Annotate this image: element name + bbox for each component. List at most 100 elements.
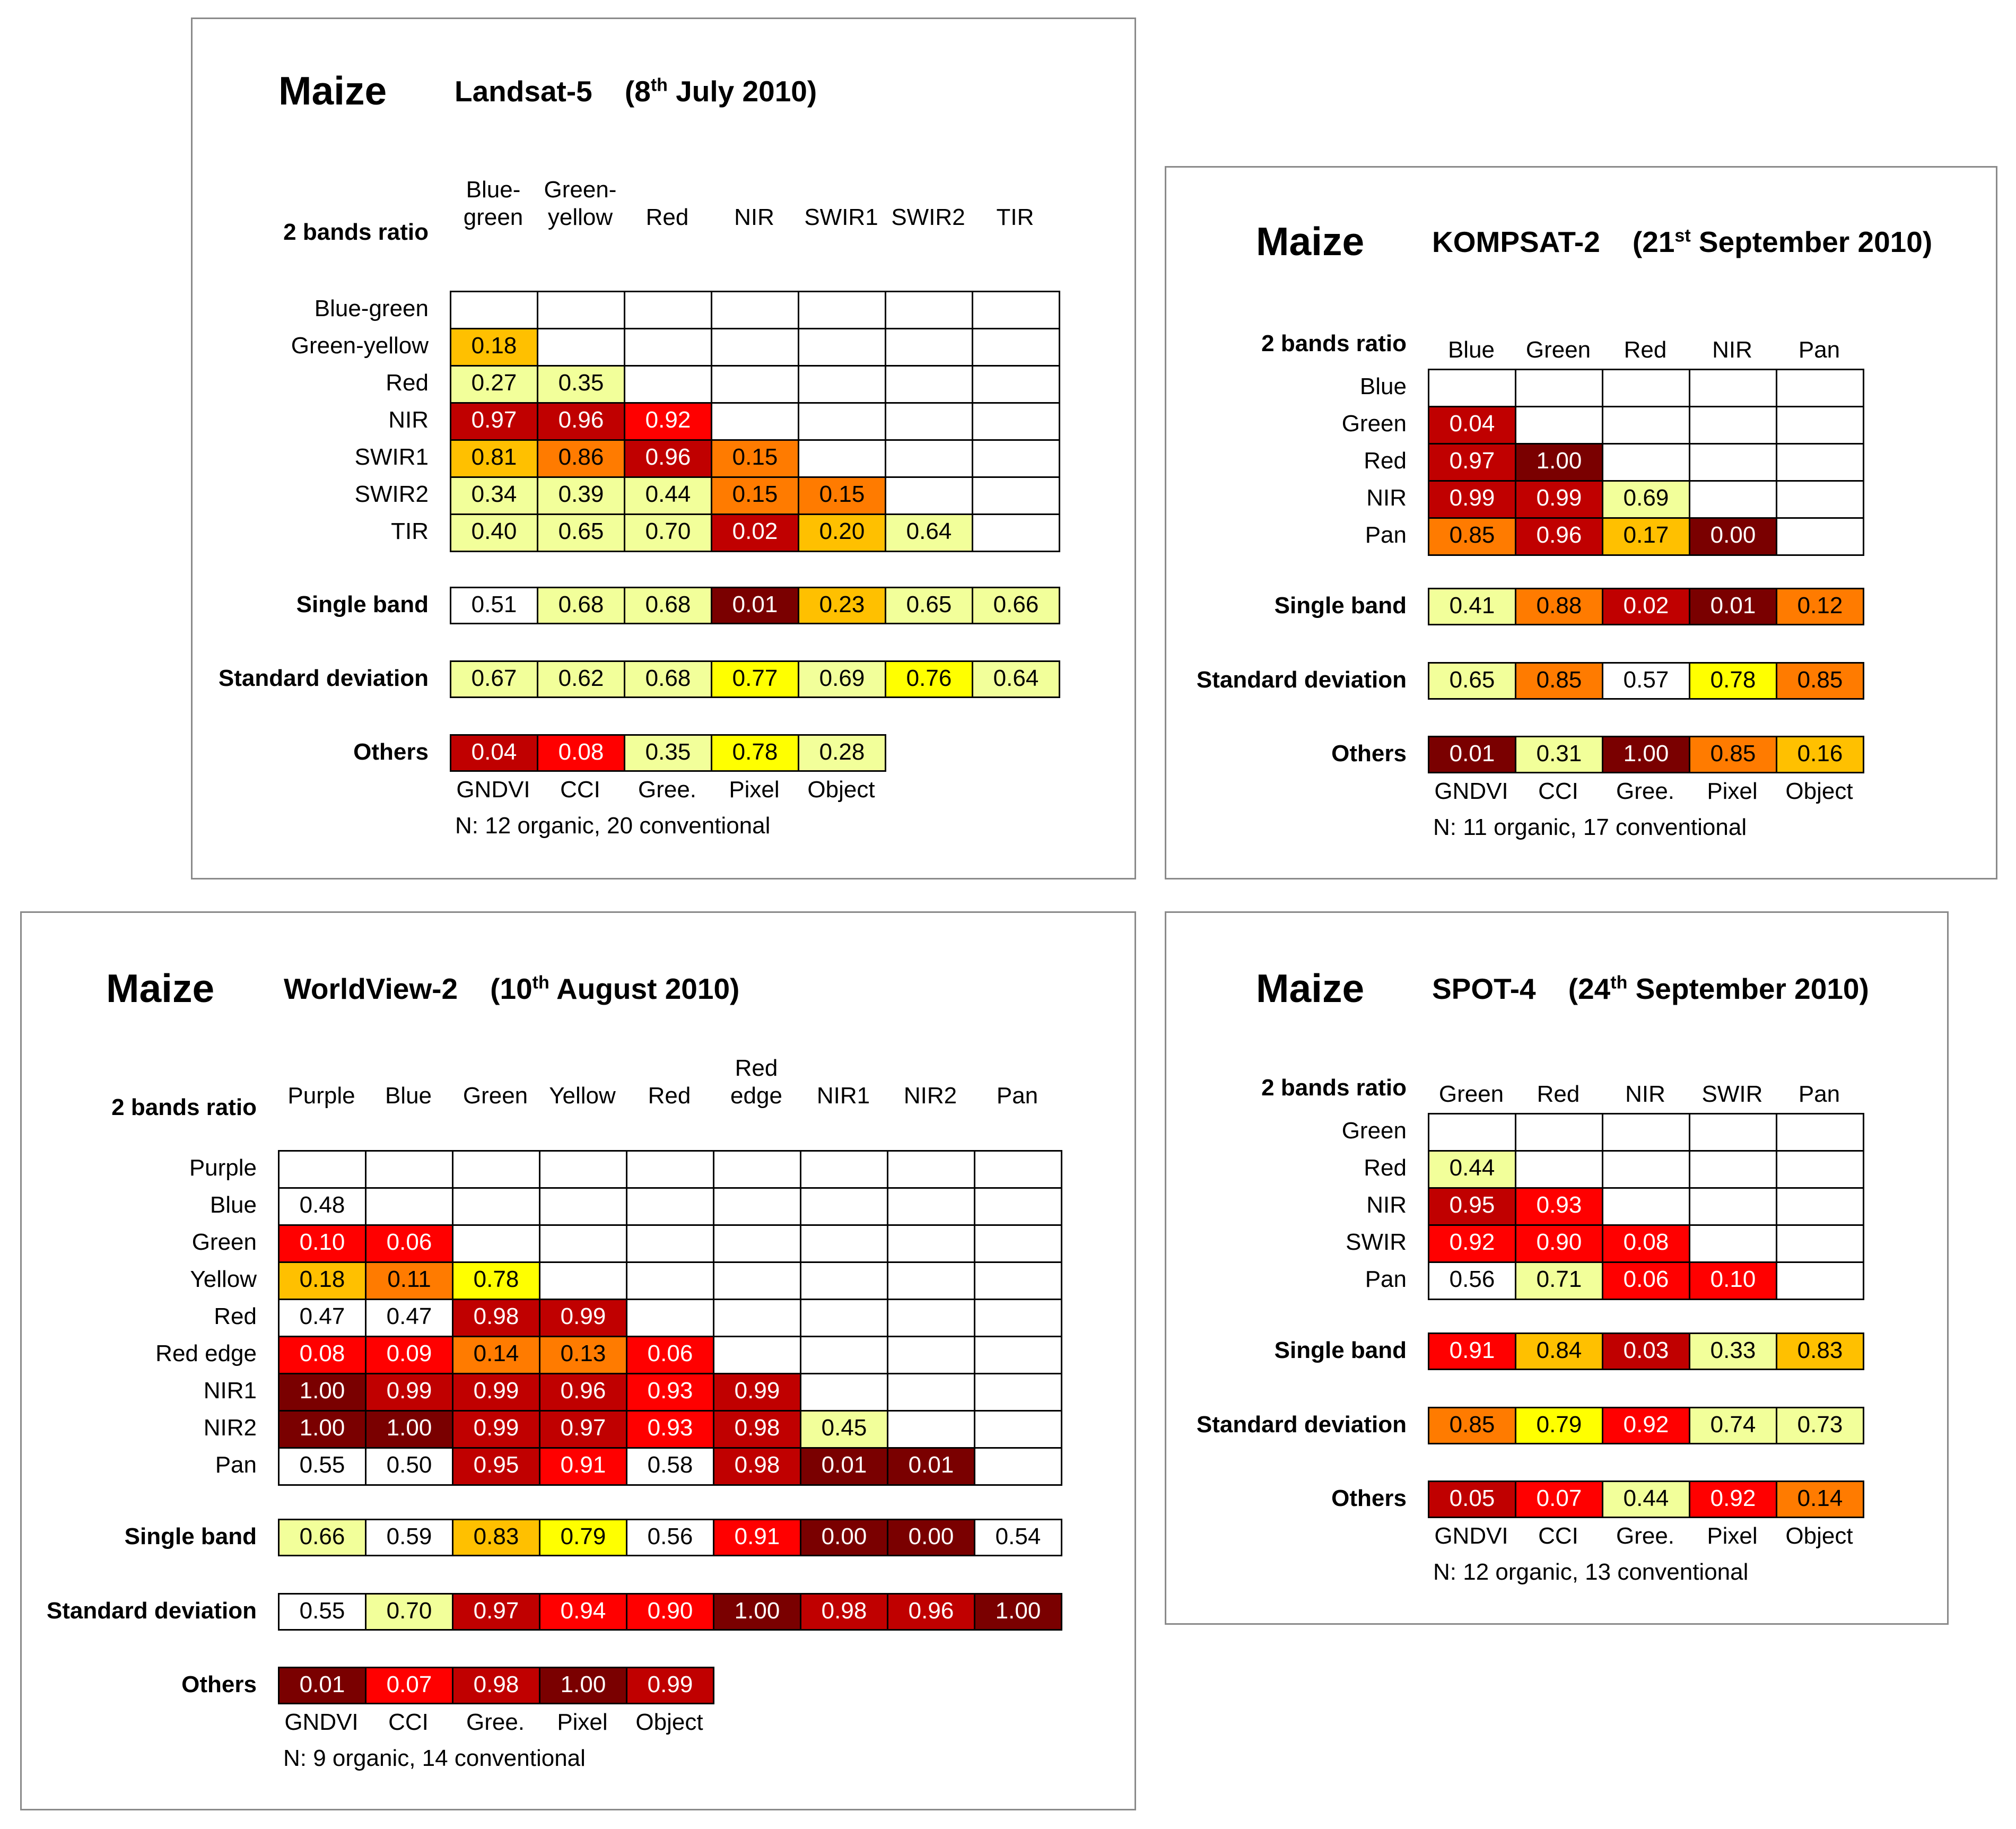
ratio-cell	[1776, 1150, 1864, 1189]
std-dev-cell: 0.65	[1428, 662, 1516, 700]
ratio-cell	[626, 1299, 714, 1337]
std-dev-cell: 1.00	[974, 1593, 1062, 1631]
ratio-cell	[1689, 443, 1777, 482]
sensor-title: SPOT-4 (24th September 2010)	[1432, 972, 1869, 1006]
ratio-cell	[711, 402, 799, 441]
title-gap	[458, 972, 490, 1005]
others-cell: 0.44	[1602, 1480, 1690, 1518]
std-dev-cell: 0.74	[1689, 1407, 1777, 1444]
single-band-cell: 0.68	[537, 587, 625, 624]
single-band-cell: 0.51	[450, 587, 538, 624]
std-dev-cell: 0.68	[624, 660, 712, 698]
ratio-cell	[1515, 369, 1603, 407]
sample-size-note: N: 11 organic, 17 conventional	[1433, 814, 1747, 840]
ratio-cell: 0.70	[624, 513, 712, 552]
ratio-cell	[800, 1299, 888, 1337]
ratio-cell: 0.11	[365, 1261, 453, 1300]
others-label: Others	[181, 1671, 257, 1697]
ratio-cell: 0.10	[1689, 1261, 1777, 1300]
ratio-cell: 0.96	[539, 1373, 627, 1412]
date-suffix: th	[1610, 972, 1628, 993]
others-name-2: Gree.	[1616, 1523, 1675, 1549]
ratio-cell: 0.01	[887, 1447, 975, 1486]
single-band-label: Single band	[1274, 593, 1407, 619]
ratio-cell: 0.40	[450, 513, 538, 552]
sensor-name: KOMPSAT-2	[1432, 225, 1600, 258]
others-name-3: Pixel	[557, 1709, 608, 1735]
column-header-0: Blue- green	[463, 177, 523, 230]
single-band-cell: 0.65	[885, 587, 973, 624]
others-name-1: CCI	[1538, 1523, 1578, 1549]
others-name-0: GNDVI	[456, 777, 530, 803]
date-suffix: st	[1674, 225, 1691, 246]
others-name-1: CCI	[560, 777, 600, 803]
ratio-cell	[887, 1187, 975, 1226]
crop-title: Maize	[106, 966, 215, 1011]
ratio-cell: 0.99	[1515, 480, 1603, 519]
ratio-cell: 0.58	[626, 1447, 714, 1486]
std-dev-cell: 0.55	[278, 1593, 366, 1631]
title-gap	[1600, 225, 1633, 258]
single-band-cell: 0.12	[1776, 588, 1864, 625]
ratio-cell	[1776, 1187, 1864, 1226]
ratio-cell: 0.15	[798, 476, 886, 515]
ratio-cell	[1689, 480, 1777, 519]
ratio-cell	[1689, 369, 1777, 407]
ratio-cell	[798, 402, 886, 441]
std-dev-cell: 0.76	[885, 660, 973, 698]
ratio-cell	[537, 328, 625, 367]
column-header-3: NIR	[734, 204, 774, 230]
std-dev-cell: 0.62	[537, 660, 625, 698]
ratio-cell	[974, 1447, 1062, 1486]
ratio-cell	[1776, 1224, 1864, 1263]
ratio-cell	[974, 1373, 1062, 1412]
single-band-cell: 0.79	[539, 1519, 627, 1556]
ratio-cell	[365, 1187, 453, 1226]
std-dev-cell: 0.78	[1689, 662, 1777, 700]
ratio-cell: 0.18	[278, 1261, 366, 1300]
ratio-cell	[1689, 1224, 1777, 1263]
ratio-cell	[972, 402, 1060, 441]
ratio-cell	[1602, 406, 1690, 445]
others-cell: 0.92	[1689, 1480, 1777, 1518]
single-band-cell: 0.23	[798, 587, 886, 624]
ratio-cell	[800, 1336, 888, 1374]
ratio-cell: 0.85	[1428, 517, 1516, 556]
ratio-cell	[713, 1261, 801, 1300]
row-header-3: NIR	[1366, 485, 1407, 511]
std-dev-cell: 0.85	[1515, 662, 1603, 700]
ratio-cell: 0.04	[1428, 406, 1516, 445]
column-header-1: Green- yellow	[544, 177, 617, 230]
std-dev-cell: 0.85	[1428, 1407, 1516, 1444]
ratio-cell: 0.99	[1428, 480, 1516, 519]
column-header-5: SWIR2	[891, 204, 965, 230]
sensor-name: SPOT-4	[1432, 972, 1536, 1005]
row-header-5: SWIR2	[354, 481, 429, 507]
date-rest: August 2010)	[549, 972, 740, 1005]
ratio-cell: 0.50	[365, 1447, 453, 1486]
ratio-cell	[713, 1336, 801, 1374]
others-cell: 0.16	[1776, 736, 1864, 773]
single-band-label: Single band	[124, 1523, 257, 1549]
sensor-title: WorldView-2 (10th August 2010)	[284, 972, 739, 1006]
ratio-cell	[887, 1224, 975, 1263]
std-dev-cell: 0.96	[887, 1593, 975, 1631]
row-header-1: Blue	[210, 1192, 257, 1218]
ratio-cell: 0.92	[1428, 1224, 1516, 1263]
others-cell: 0.14	[1776, 1480, 1864, 1518]
single-band-cell: 0.91	[1428, 1332, 1516, 1370]
ratio-cell	[887, 1150, 975, 1189]
ratio-cell	[1689, 1150, 1777, 1189]
column-header-1: Blue	[385, 1083, 432, 1109]
ratio-cell	[974, 1299, 1062, 1337]
ratio-label: 2 bands ratio	[1261, 1075, 1407, 1101]
row-header-3: NIR	[388, 407, 429, 433]
ratio-cell	[972, 439, 1060, 478]
ratio-cell	[800, 1261, 888, 1300]
sample-size-note: N: 12 organic, 20 conventional	[455, 813, 771, 839]
ratio-cell	[1602, 1187, 1690, 1226]
ratio-cell: 0.45	[800, 1410, 888, 1449]
others-name-3: Pixel	[1707, 1523, 1758, 1549]
std-dev-cell: 1.00	[713, 1593, 801, 1631]
ratio-cell: 1.00	[1515, 443, 1603, 482]
